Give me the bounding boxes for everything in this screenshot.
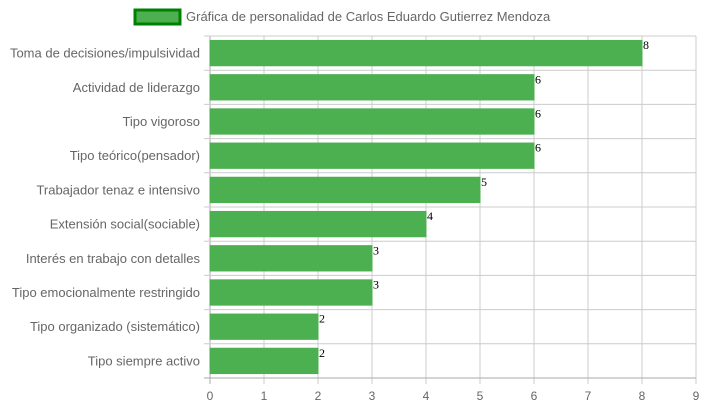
data-label: 5 xyxy=(481,175,487,189)
data-labels: 8 6 6 6 5 4 3 3 2 2 xyxy=(319,38,649,360)
legend-label[interactable]: Gráfica de personalidad de Carlos Eduard… xyxy=(186,9,551,24)
legend[interactable]: Gráfica de personalidad de Carlos Eduard… xyxy=(133,8,551,26)
category-label: Tipo siempre activo xyxy=(88,353,200,368)
category-label: Tipo organizado (sistemático) xyxy=(30,319,200,334)
data-label: 6 xyxy=(535,72,541,86)
bar[interactable] xyxy=(209,39,643,67)
category-label: Actividad de liderazgo xyxy=(73,80,200,95)
data-label: 2 xyxy=(319,312,325,326)
data-label: 6 xyxy=(535,107,541,121)
category-label: Tipo teórico(pensador) xyxy=(70,148,200,163)
bars xyxy=(209,39,643,375)
bar[interactable] xyxy=(209,210,427,238)
x-tick-label: 4 xyxy=(423,389,430,403)
x-tick-labels: 0 1 2 3 4 5 6 7 8 9 xyxy=(207,389,700,403)
category-label: Extensión social(sociable) xyxy=(50,217,200,232)
bar[interactable] xyxy=(209,74,535,101)
category-label: Tipo vigoroso xyxy=(122,114,200,129)
x-tick-label: 2 xyxy=(315,389,322,403)
data-label: 4 xyxy=(427,209,433,223)
category-label: Interés en trabajo con detalles xyxy=(26,251,201,266)
x-tick-label: 6 xyxy=(531,389,538,403)
category-labels: Toma de decisiones/impulsividad Actividad… xyxy=(10,46,201,369)
x-tick-label: 9 xyxy=(693,389,700,403)
category-label: Trabajador tenaz e intensivo xyxy=(36,182,200,197)
x-tick-label: 3 xyxy=(369,389,376,403)
legend-swatch[interactable] xyxy=(133,8,182,26)
x-tick-label: 1 xyxy=(261,389,268,403)
bar[interactable] xyxy=(209,142,535,169)
category-label: Tipo emocionalmente restringido xyxy=(12,285,200,300)
x-tick-label: 7 xyxy=(585,389,592,403)
data-label: 6 xyxy=(535,141,541,155)
bar[interactable] xyxy=(209,347,319,375)
bar[interactable] xyxy=(209,108,535,135)
data-label: 8 xyxy=(643,38,649,52)
x-tick-label: 8 xyxy=(639,389,646,403)
data-label: 3 xyxy=(373,243,379,257)
bar[interactable] xyxy=(209,279,373,306)
data-label: 3 xyxy=(373,278,379,292)
bar[interactable] xyxy=(209,176,481,204)
bar[interactable] xyxy=(209,245,373,272)
category-label: Toma de decisiones/impulsividad xyxy=(10,46,200,61)
x-tick-label: 5 xyxy=(477,389,484,403)
x-tick-label: 0 xyxy=(207,389,214,403)
bar[interactable] xyxy=(209,313,319,340)
data-label: 2 xyxy=(319,346,325,360)
